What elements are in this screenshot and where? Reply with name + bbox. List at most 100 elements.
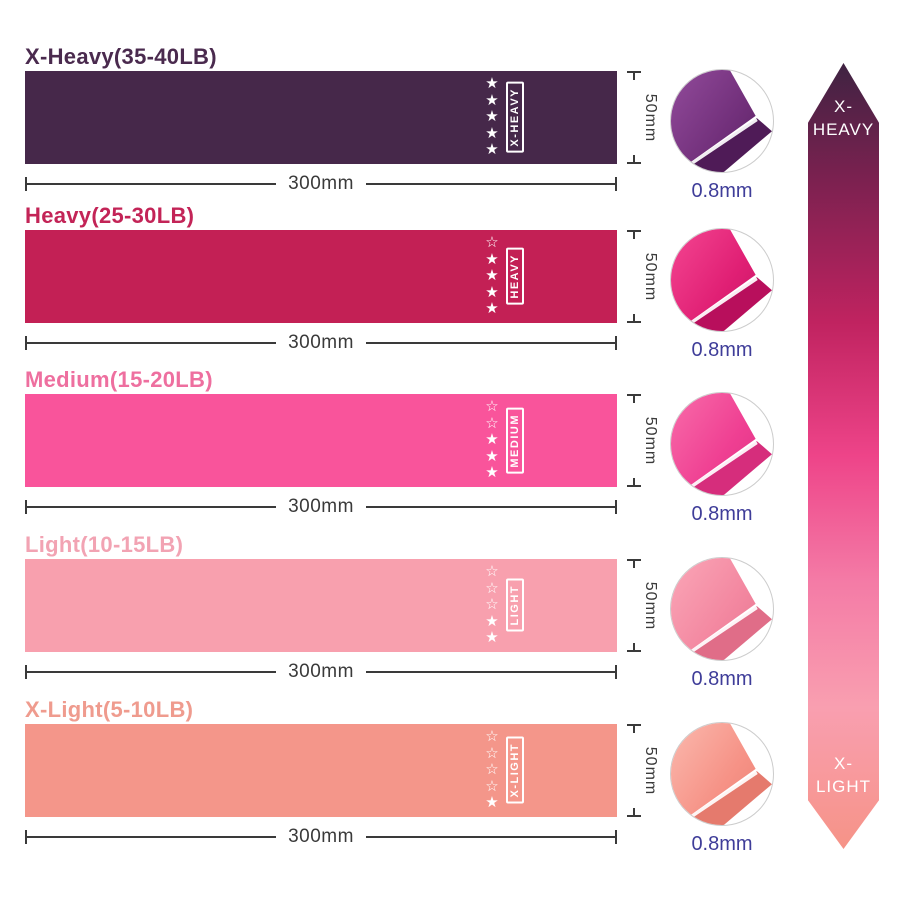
arrow-bottom-label-line1: X- [834, 754, 853, 774]
resistance-band: ★★★★★ X-HEAVY [25, 71, 617, 164]
dim-tick [633, 808, 635, 815]
arrow-top-label-line1: X- [834, 97, 853, 116]
dim-line [27, 342, 277, 344]
width-dimension-label: 300mm [288, 332, 354, 353]
dim-tick [627, 71, 641, 73]
dim-line [27, 183, 277, 185]
height-dimension: 50mm [627, 230, 669, 323]
dim-tick [633, 561, 635, 568]
dim-tick [633, 726, 635, 733]
band-title: X-Light(5-10LB) [25, 697, 194, 722]
width-dimension-label: 300mm [288, 173, 354, 194]
dim-line [365, 671, 616, 673]
dim-tick [633, 396, 635, 403]
thickness-photo [670, 392, 774, 496]
rating-group: ☆★★★★ HEAVY [483, 230, 524, 323]
height-dimension-label: 50mm [642, 416, 659, 465]
width-dimension: 300mm [25, 496, 618, 517]
dim-tick [25, 830, 27, 844]
height-dimension: 50mm [627, 71, 669, 164]
thickness-photo [670, 228, 774, 332]
dim-tick [627, 650, 641, 652]
arrow-bottom-label-line2: LIGHT [815, 777, 872, 797]
width-dimension-label: 300mm [288, 496, 354, 517]
dim-tick [25, 665, 27, 679]
dim-line [365, 342, 616, 344]
height-dimension-label: 50mm [642, 252, 659, 301]
thickness-photo [670, 722, 774, 826]
height-dimension-label: 50mm [642, 581, 659, 630]
band-title: Heavy(25-30LB) [25, 203, 195, 228]
star-rating: ☆☆☆★★ [485, 563, 499, 647]
dim-tick [627, 559, 641, 561]
dim-tick [627, 321, 641, 323]
width-dimension: 300mm [25, 826, 618, 847]
dim-line [365, 183, 616, 185]
rating-label-box: MEDIUM [506, 407, 524, 474]
dim-line [27, 671, 277, 673]
dim-tick [633, 73, 635, 80]
thickness-label: 0.8mm [691, 503, 753, 525]
star-rating: ☆☆☆☆★ [485, 728, 499, 812]
dim-tick [25, 177, 27, 191]
rating-group: ★★★★★ X-HEAVY [483, 71, 524, 164]
dim-tick [25, 336, 27, 350]
dim-tick [615, 336, 618, 350]
dim-tick [627, 485, 641, 487]
dim-tick [627, 162, 641, 164]
dim-line [365, 836, 616, 838]
star-rating: ☆☆★★★ [485, 398, 499, 482]
dim-line [365, 506, 616, 508]
dim-tick [25, 500, 27, 514]
width-dimension: 300mm [25, 332, 618, 353]
thickness-label: 0.8mm [691, 339, 753, 361]
band-section-medium: Medium(15-20LB) ☆☆★★★ MEDIUM 50mm 300mm [0, 367, 900, 532]
arrow-bottom-label: X- LIGHT [808, 753, 879, 799]
height-dimension-label: 50mm [642, 93, 659, 142]
thickness-photo [670, 557, 774, 661]
band-title: Light(10-15LB) [25, 532, 184, 557]
width-dimension: 300mm [25, 173, 618, 194]
dim-tick [627, 230, 641, 232]
dim-tick [633, 478, 635, 485]
dim-tick [615, 177, 618, 191]
rating-label-box: X-LIGHT [506, 737, 524, 804]
dim-tick [633, 314, 635, 321]
height-dimension: 50mm [627, 394, 669, 487]
band-title: Medium(15-20LB) [25, 367, 213, 392]
resistance-band: ☆☆★★★ MEDIUM [25, 394, 617, 487]
rating-group: ☆☆☆★★ LIGHT [483, 559, 524, 652]
thickness-label: 0.8mm [691, 668, 753, 690]
rating-group: ☆☆★★★ MEDIUM [483, 394, 524, 487]
dim-tick [615, 665, 618, 679]
thickness-photo [670, 69, 774, 173]
strength-gradient-arrow: X- HEAVY X- LIGHT [808, 63, 879, 849]
arrow-top-label-line2: HEAVY [812, 119, 875, 139]
thickness-label: 0.8mm [691, 833, 753, 855]
rating-label-box: X-HEAVY [506, 82, 524, 153]
band-section-x-light: X-Light(5-10LB) ☆☆☆☆★ X-LIGHT 50mm 300mm [0, 697, 900, 862]
dim-tick [633, 643, 635, 650]
width-dimension-label: 300mm [288, 826, 354, 847]
rating-group: ☆☆☆☆★ X-LIGHT [483, 724, 524, 817]
height-dimension: 50mm [627, 559, 669, 652]
resistance-band: ☆★★★★ HEAVY [25, 230, 617, 323]
resistance-band: ☆☆☆☆★ X-LIGHT [25, 724, 617, 817]
dim-line [27, 836, 277, 838]
dim-tick [627, 394, 641, 396]
rating-label-box: HEAVY [506, 248, 524, 305]
height-dimension: 50mm [627, 724, 669, 817]
dim-line [27, 506, 277, 508]
width-dimension-label: 300mm [288, 661, 354, 682]
star-rating: ★★★★★ [485, 75, 499, 159]
band-title: X-Heavy(35-40LB) [25, 44, 217, 69]
dim-tick [633, 155, 635, 162]
band-section-heavy: Heavy(25-30LB) ☆★★★★ HEAVY 50mm 300mm [0, 203, 900, 368]
band-section-x-heavy: X-Heavy(35-40LB) ★★★★★ X-HEAVY 50mm 300m… [0, 44, 900, 209]
height-dimension-label: 50mm [642, 746, 659, 795]
rating-label-box: LIGHT [506, 579, 524, 632]
dim-tick [633, 232, 635, 239]
width-dimension: 300mm [25, 661, 618, 682]
arrow-top-label: X- HEAVY [808, 96, 879, 142]
